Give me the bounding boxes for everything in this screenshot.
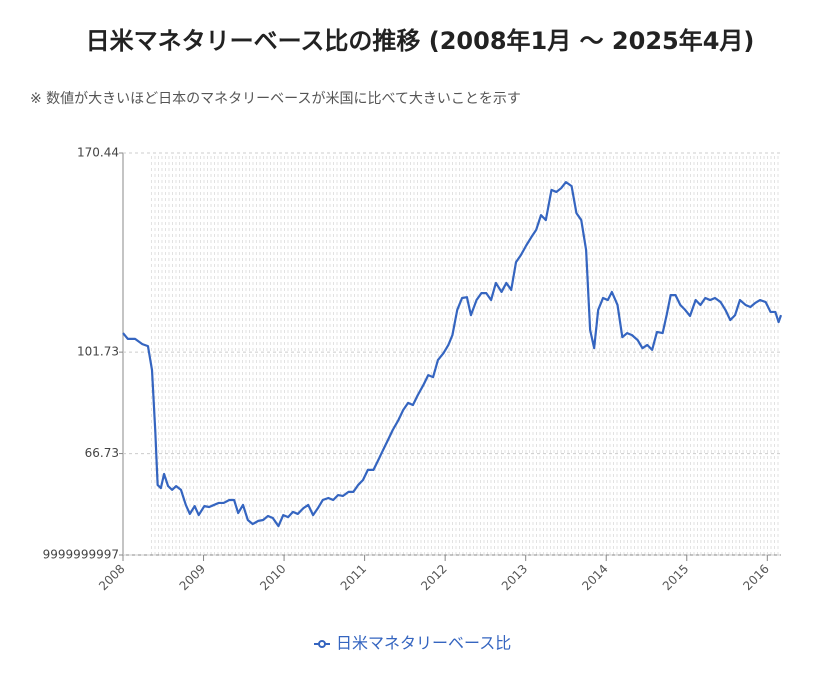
x-tick-label: 2015 [660,562,691,593]
x-tick-label: 2012 [418,562,449,593]
y-tick-label: 101.73 [77,345,119,359]
y-tick-label: 170.44 [77,146,119,160]
legend[interactable]: 日米マネタリーベース比 [314,634,511,653]
x-tick-label: 2016 [740,562,771,593]
series-line [122,181,783,528]
x-tick-label: 2008 [96,562,127,593]
y-tick-label: 9999999997 [43,548,119,562]
chart-subtitle: ※ 数値が大きいほど日本のマネタリーベースが米国に比べて大きいことを示す [30,91,521,107]
legend-marker [318,640,326,648]
x-tick-label: 2009 [177,562,208,593]
x-tick-label: 2013 [499,562,530,593]
chart-title: 日米マネタリーベース比の推移 (2008年1月 〜 2025年4月) [86,27,755,55]
y-tick-label: 66.73 [85,446,119,460]
minor-grid [150,153,781,555]
x-tick-label: 2010 [257,562,288,593]
x-tick-label: 2014 [579,562,610,593]
x-tick-label: 2011 [338,562,369,593]
legend-label[interactable]: 日米マネタリーベース比 [336,634,511,653]
